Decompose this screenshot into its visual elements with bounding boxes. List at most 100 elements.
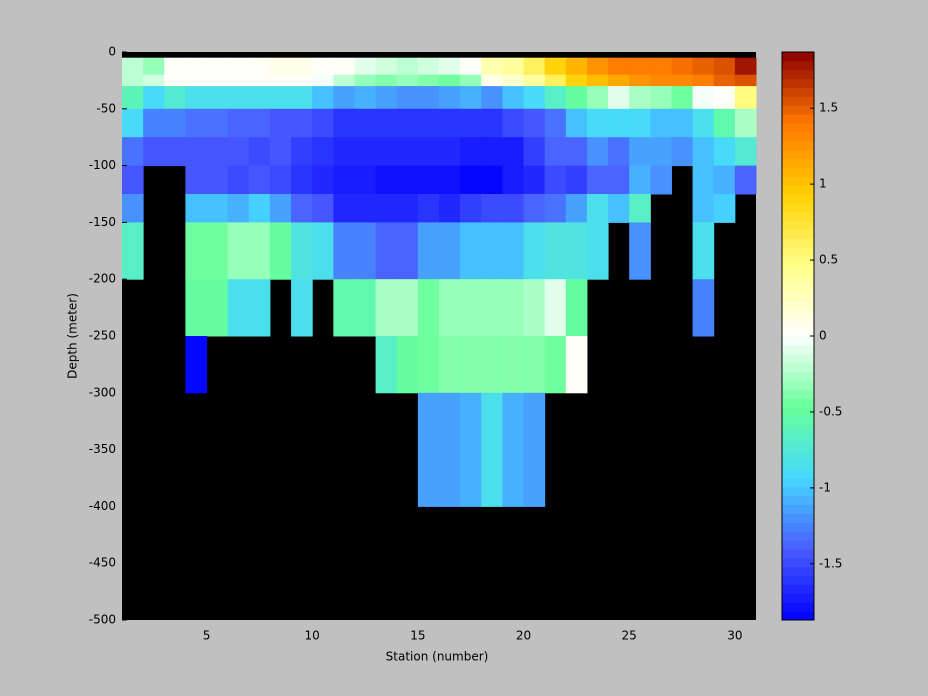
heatmap-cell — [206, 137, 229, 167]
colorbar-tick-label: 0.5 — [819, 253, 838, 267]
heatmap-cell — [671, 108, 694, 138]
heatmap-cell — [629, 74, 651, 87]
heatmap-cell — [650, 74, 672, 87]
heatmap-cell — [375, 57, 398, 76]
heatmap-cell — [185, 108, 208, 138]
heatmap-cell — [692, 137, 715, 167]
heatmap-cell — [460, 392, 482, 507]
heatmap-cell — [206, 74, 229, 87]
colorbar-swatch — [782, 185, 814, 195]
colorbar-swatch — [782, 131, 814, 142]
heatmap-cell — [291, 279, 313, 337]
heatmap-cell — [629, 194, 651, 223]
heatmap-cell — [396, 86, 419, 110]
x-tick-label: 10 — [305, 629, 320, 643]
heatmap-cell — [354, 279, 377, 337]
heatmap-cell — [333, 108, 355, 138]
y-tick-label: -50 — [96, 101, 116, 115]
heatmap-cell — [269, 165, 292, 195]
y-tick-label: -150 — [89, 215, 116, 229]
heatmap-cell — [544, 57, 567, 76]
heatmap-cell — [375, 86, 398, 110]
heatmap-cell — [713, 194, 736, 223]
heatmap-cell — [396, 74, 419, 87]
colorbar-swatch — [782, 123, 814, 133]
heatmap-cell — [122, 194, 144, 223]
heatmap-cell — [396, 222, 419, 280]
heatmap-cell — [608, 57, 630, 76]
heatmap-cell — [248, 222, 271, 280]
heatmap-cell — [629, 222, 651, 280]
heatmap-cell — [396, 194, 419, 223]
colorbar-swatch — [782, 87, 814, 97]
heatmap-cell — [565, 108, 588, 138]
heatmap-cell — [396, 108, 419, 138]
colorbar-swatch — [782, 318, 814, 328]
heatmap-cell — [608, 137, 630, 167]
heatmap-cell — [269, 108, 292, 138]
heatmap-cell — [481, 74, 503, 87]
heatmap-cell — [185, 57, 208, 76]
heatmap-cell — [544, 165, 567, 195]
heatmap-cell — [122, 57, 144, 76]
heatmap-cell — [248, 74, 271, 87]
heatmap-cell — [502, 336, 525, 394]
heatmap-cell — [417, 165, 440, 195]
heatmap-cell — [227, 194, 250, 223]
heatmap-cell — [122, 137, 144, 167]
colorbar-swatch — [782, 60, 814, 71]
heatmap-cell — [354, 108, 377, 138]
colorbar-swatch — [782, 194, 814, 204]
heatmap-cell — [164, 137, 186, 167]
heatmap-cell — [375, 222, 398, 280]
y-tick-label: -200 — [89, 272, 116, 286]
colorbar-swatch — [782, 398, 814, 408]
colorbar-tick-label: -1 — [819, 480, 831, 494]
colorbar-swatch — [782, 309, 814, 319]
colorbar-swatch — [782, 344, 814, 355]
heatmap-cell — [185, 336, 208, 394]
x-tick-label: 25 — [622, 629, 637, 643]
heatmap-cell — [375, 137, 398, 167]
heatmap-cell — [460, 279, 482, 337]
heatmap-cell — [502, 74, 525, 87]
colorbar-swatch — [782, 158, 814, 168]
colorbar-swatch — [782, 460, 814, 470]
heatmap-cell — [544, 194, 567, 223]
heatmap-cell — [629, 108, 651, 138]
heatmap-cell — [248, 137, 271, 167]
heatmap-cell — [185, 194, 208, 223]
heatmap-cell — [650, 137, 672, 167]
heatmap-cell — [692, 86, 715, 110]
heatmap-cell — [439, 137, 461, 167]
heatmap-cell — [248, 194, 271, 223]
heatmap-cell — [396, 57, 419, 76]
heatmap-cell — [354, 74, 377, 87]
colorbar-swatch — [782, 265, 814, 275]
heatmap-cell — [375, 165, 398, 195]
heatmap-cell — [734, 74, 757, 87]
heatmap-cell — [227, 74, 250, 87]
heatmap-cell — [692, 74, 715, 87]
heatmap-cell — [312, 86, 334, 110]
colorbar-swatch — [782, 495, 814, 506]
heatmap-cell — [650, 57, 672, 76]
heatmap-cell — [143, 108, 165, 138]
colorbar-swatch — [782, 140, 814, 151]
heatmap-cell — [713, 137, 736, 167]
heatmap-cell — [502, 222, 525, 280]
colorbar-swatch — [782, 602, 814, 612]
colorbar-tick-label: -0.5 — [819, 404, 842, 418]
x-tick-label: 30 — [727, 629, 742, 643]
colorbar-swatch — [782, 433, 814, 443]
heatmap-cell — [291, 74, 313, 87]
heatmap-cell — [333, 222, 355, 280]
heatmap-cell — [291, 108, 313, 138]
heatmap-cell — [122, 86, 144, 110]
heatmap-cell — [227, 222, 250, 280]
heatmap-cell — [312, 57, 334, 76]
colorbar-swatch — [782, 557, 814, 568]
heatmap-cell — [481, 222, 503, 280]
colorbar-swatch — [782, 202, 814, 213]
heatmap-cell — [269, 222, 292, 280]
